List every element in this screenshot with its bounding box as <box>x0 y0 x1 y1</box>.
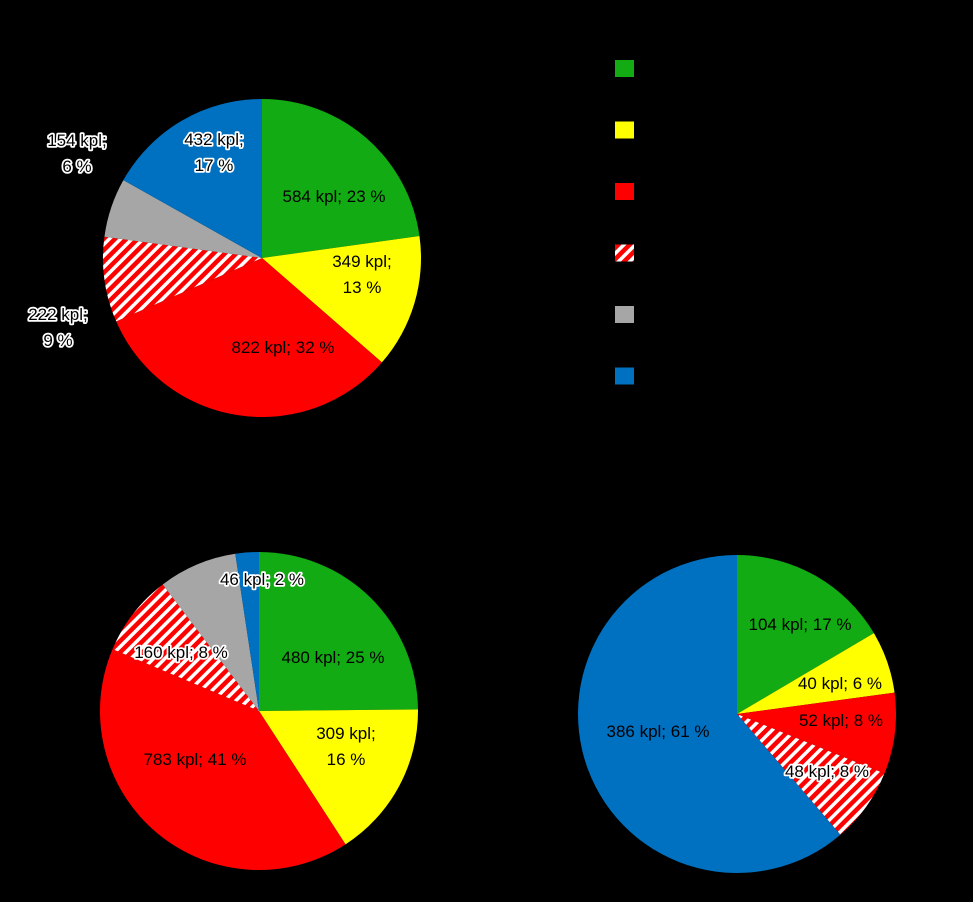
charts-layer: 584 kpl; 23 % 349 kpl; 13 % 822 kpl; 32 % 22… <box>26 99 896 874</box>
data-label-line: 386 kpl; 61 % <box>606 722 709 741</box>
pie-2-slice-red-hatched <box>112 584 259 711</box>
data-label-line: 9 % <box>43 331 72 350</box>
pie-3-slice-red-hatched <box>737 714 885 835</box>
data-label-line: 46 kpl; 2 % <box>220 570 304 589</box>
data-label-line: 6 % <box>62 157 91 176</box>
data-label-line: 822 kpl; 32 % <box>231 338 334 357</box>
legend-swatch-yellow <box>615 121 634 139</box>
pie-2-data-label-yellow: 309 kpl; 16 % <box>316 724 376 769</box>
pie-2-slice-blue <box>235 552 259 711</box>
pie-3-data-label-red: 52 kpl; 8 % <box>799 711 883 730</box>
pie-2-data-label-red-hatched: 160 kpl; 8 % <box>134 643 228 662</box>
data-label-line: 480 kpl; 25 % <box>281 648 384 667</box>
data-label-line: 584 kpl; 23 % <box>282 187 385 206</box>
data-label-line: 40 kpl; 6 % <box>798 674 882 693</box>
pie-2-slice-gray <box>162 553 259 711</box>
pie-chart-3: 104 kpl; 17 % 40 kpl; 6 % 52 kpl; 8 % 48 kp… <box>578 555 896 874</box>
pie-3-data-label-yellow: 40 kpl; 6 % <box>798 674 882 693</box>
data-label-line: 52 kpl; 8 % <box>799 711 883 730</box>
data-label-line: 104 kpl; 17 % <box>748 615 851 634</box>
data-label-line: 160 kpl; 8 % <box>134 643 228 662</box>
pie-2-slice-red <box>99 649 346 871</box>
pie-1-data-label-blue: 432 kpl; 17 % <box>184 130 244 175</box>
pie-1-slice-red-hatched <box>103 236 262 322</box>
pie-1-slice-yellow <box>262 235 421 363</box>
pie-chart-1: 584 kpl; 23 % 349 kpl; 13 % 822 kpl; 32 % 22… <box>26 99 421 418</box>
legend-swatch-red <box>615 183 634 200</box>
pie-1-slice-red <box>116 258 382 418</box>
legend <box>615 60 634 385</box>
data-label-line: 154 kpl; <box>47 131 107 150</box>
data-label-line: 309 kpl; <box>316 724 376 743</box>
data-label-line: 17 % <box>195 156 234 175</box>
data-label-line: 222 kpl; <box>28 305 88 324</box>
legend-swatch-gray <box>615 306 634 323</box>
data-label-line: 16 % <box>327 750 366 769</box>
pie-2-data-label-blue: 46 kpl; 2 % <box>220 570 304 589</box>
pie-1-data-label-red-hatched: 222 kpl; 9 % <box>28 305 88 350</box>
data-label-line: 349 kpl; <box>332 252 392 271</box>
pie-3-slice-green <box>737 555 874 714</box>
pie-3-data-label-red-hatched: 48 kpl; 8 % <box>785 762 869 781</box>
data-label-line: 783 kpl; 41 % <box>143 750 246 769</box>
data-label-line: 48 kpl; 8 % <box>785 762 869 781</box>
pie-2-data-label-green: 480 kpl; 25 % <box>281 648 384 667</box>
pie-1-data-label-yellow: 349 kpl; 13 % <box>332 252 392 297</box>
legend-swatch-red-hatched <box>615 244 634 262</box>
pie-3-slice-yellow <box>737 633 895 714</box>
pie-1-data-label-red: 822 kpl; 32 % <box>231 338 334 357</box>
pie-1-slice-green <box>262 99 420 258</box>
pie-2-slice-yellow <box>259 709 418 845</box>
legend-swatch-green <box>615 60 634 77</box>
pie-2-slice-green <box>259 552 418 711</box>
pie-1-data-label-gray: 154 kpl; 6 % <box>47 131 107 176</box>
pie-3-data-label-blue: 386 kpl; 61 % <box>606 722 709 741</box>
data-label-line: 13 % <box>343 278 382 297</box>
legend-swatch-blue <box>615 367 634 385</box>
data-label-line: 432 kpl; <box>184 130 244 149</box>
pie-3-data-label-green: 104 kpl; 17 % <box>748 615 851 634</box>
pie-3-slice-red <box>737 692 896 774</box>
pie-3-slice-blue <box>578 555 841 874</box>
pie-1-slice-blue <box>123 99 263 258</box>
pie-1-slice-gray <box>104 180 263 258</box>
pie-1-data-label-green: 584 kpl; 23 % <box>282 187 385 206</box>
pie-chart-2: 480 kpl; 25 % 309 kpl; 16 % 783 kpl; 41 % 16… <box>99 552 418 871</box>
pie-2-data-label-red: 783 kpl; 41 % <box>143 750 246 769</box>
